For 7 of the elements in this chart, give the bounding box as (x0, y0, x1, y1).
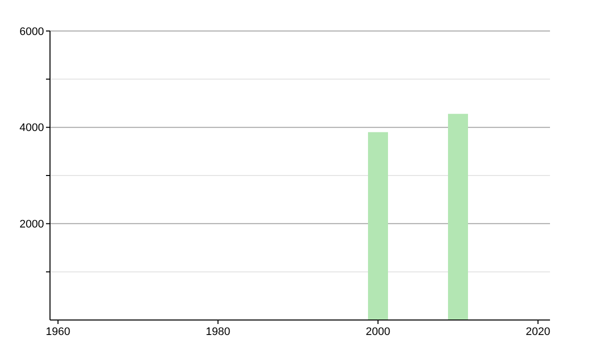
x-tick-label: 2020 (526, 326, 550, 338)
y-tick-label: 6000 (20, 26, 44, 38)
y-tick-label: 4000 (20, 122, 44, 134)
x-tick-label: 1960 (46, 326, 70, 338)
x-tick-label: 1980 (206, 326, 230, 338)
y-tick-label: 2000 (20, 218, 44, 231)
x-tick-label: 2000 (366, 326, 390, 338)
